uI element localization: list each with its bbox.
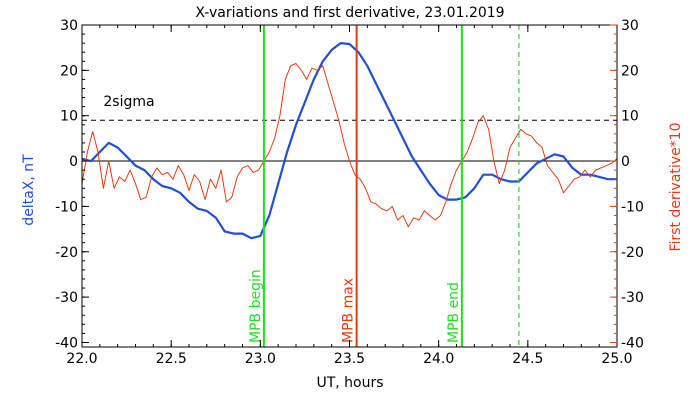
y-tick-label-right: -40 <box>621 335 644 351</box>
marker-label-1: MPB max <box>341 278 357 343</box>
x-tick-label: 22.5 <box>156 351 187 367</box>
x-tick-label: 22.0 <box>66 351 97 367</box>
x-tick-label: 24.5 <box>512 351 543 367</box>
y-tick-label-right: -20 <box>621 245 644 261</box>
y-axis-label-right: First derivative*10 <box>668 122 684 251</box>
chart-title: X-variations and first derivative, 23.01… <box>195 5 504 21</box>
series-line-derivative <box>82 63 617 228</box>
y-tick-label-left: 20 <box>60 63 78 79</box>
y-tick-label-left: -30 <box>55 290 78 306</box>
x-axis-label: UT, hours <box>316 375 383 391</box>
y-tick-label-right: 10 <box>621 109 639 125</box>
y-tick-label-right: 30 <box>621 18 639 34</box>
series-line-deltax <box>82 41 617 240</box>
x-tick-label: 23.0 <box>245 351 276 367</box>
x-tick-label: 23.5 <box>334 351 365 367</box>
y-axis-left: 30 20 10 0 -10 -20 -30 -40 <box>55 18 89 351</box>
y-tick-label-left: 0 <box>69 154 78 170</box>
x-tick-label: 25.0 <box>601 351 632 367</box>
marker-label-2: MPB end <box>446 282 462 343</box>
y-axis-label-left: deltaX, nT <box>21 154 37 226</box>
y-tick-label-left: -20 <box>55 245 78 261</box>
y-axis-right: 30 20 10 0 -10 -20 -30 -40 <box>610 18 644 351</box>
y-tick-label-right: -10 <box>621 199 644 215</box>
y-tick-label-right: 20 <box>621 63 639 79</box>
y-tick-label-left: -40 <box>55 335 78 351</box>
vertical-markers: MPB begin MPB max MPB end <box>248 25 520 347</box>
y-tick-label-left: 30 <box>60 18 78 34</box>
y-tick-label-left: 10 <box>60 109 78 125</box>
x-tick-label: 24.0 <box>423 351 454 367</box>
y-tick-label-left: -10 <box>55 199 78 215</box>
y-tick-label-right: -30 <box>621 290 644 306</box>
series-lines <box>82 41 617 240</box>
marker-label-0: MPB begin <box>248 269 264 343</box>
x-axis: 22.0 22.5 23.0 23.5 24.0 24.5 25.0 <box>66 25 633 367</box>
y-tick-label-right: 0 <box>621 154 630 170</box>
reference-line-label: 2sigma <box>103 94 154 110</box>
reference-lines: 2sigma <box>82 94 617 162</box>
